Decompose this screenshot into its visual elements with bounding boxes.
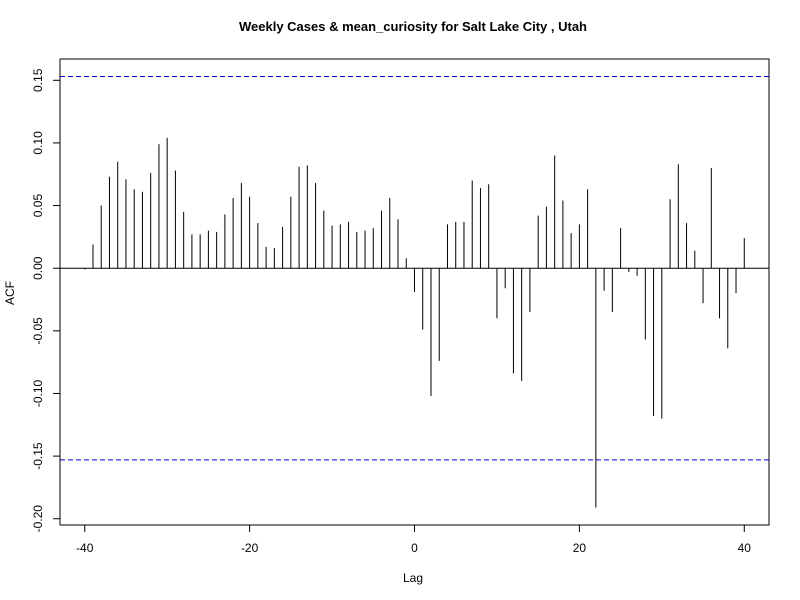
y-tick-label: -0.05 <box>31 317 45 345</box>
y-tick-label: 0.05 <box>31 194 45 218</box>
y-axis: -0.20 -0.15 -0.10 -0.05 0.00 0.05 0.10 0.15 <box>31 68 61 533</box>
x-tick-label: -40 <box>76 541 94 555</box>
y-tick-label: -0.20 <box>31 505 45 533</box>
chart-title: Weekly Cases & mean_curiosity for Salt L… <box>239 19 587 34</box>
y-axis-label: ACF <box>3 281 17 305</box>
x-axis: -40 -20 0 20 40 <box>76 524 752 555</box>
x-axis-label: Lag <box>403 571 423 585</box>
x-tick-label: 40 <box>738 541 752 555</box>
x-tick-label: 0 <box>411 541 418 555</box>
confidence-bands <box>60 76 769 461</box>
y-tick-label: 0.10 <box>31 131 45 155</box>
x-tick-label: -20 <box>241 541 259 555</box>
y-tick-label: 0.00 <box>31 256 45 280</box>
y-tick-label: 0.15 <box>31 68 45 92</box>
x-tick-label: 20 <box>573 541 587 555</box>
y-tick-label: -0.15 <box>31 442 45 470</box>
acf-bars <box>84 137 745 508</box>
y-tick-label: -0.10 <box>31 379 45 407</box>
